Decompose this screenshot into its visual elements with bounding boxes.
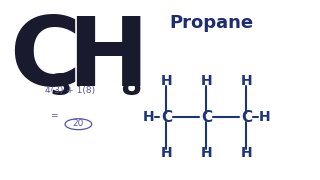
Text: 8: 8 bbox=[120, 72, 141, 101]
Text: Propane: Propane bbox=[169, 14, 253, 32]
Text: C: C bbox=[201, 109, 212, 125]
Text: C: C bbox=[161, 109, 172, 125]
Text: =: = bbox=[50, 112, 58, 121]
Text: 4(3) + 1(8): 4(3) + 1(8) bbox=[45, 86, 95, 95]
Text: H: H bbox=[67, 13, 148, 106]
Text: H: H bbox=[142, 110, 154, 124]
Text: C: C bbox=[241, 109, 252, 125]
Text: H: H bbox=[241, 74, 252, 88]
Text: C: C bbox=[10, 13, 81, 106]
Text: H: H bbox=[259, 110, 270, 124]
Text: H: H bbox=[241, 146, 252, 160]
Text: H: H bbox=[201, 146, 212, 160]
Text: H: H bbox=[161, 74, 172, 88]
Text: 20: 20 bbox=[73, 119, 84, 128]
Text: H: H bbox=[201, 74, 212, 88]
Text: 3: 3 bbox=[51, 72, 72, 101]
Text: H: H bbox=[161, 146, 172, 160]
